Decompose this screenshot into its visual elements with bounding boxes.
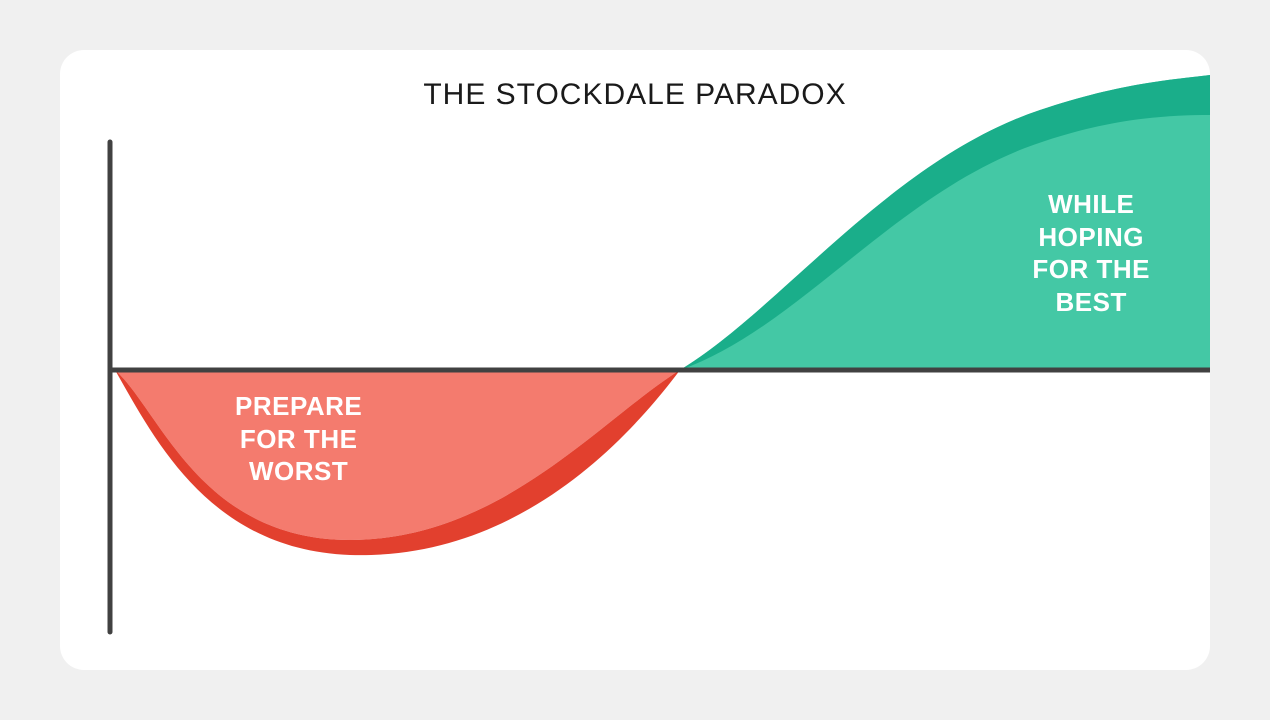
chart-svg	[60, 50, 1210, 670]
diagram-card: THE STOCKDALE PARADOX PREPAREFOR THEWORS…	[60, 50, 1210, 670]
positive-region-label: WHILEHOPINGFOR THEBEST	[1032, 188, 1150, 318]
negative-region-label: PREPAREFOR THEWORST	[235, 390, 362, 488]
